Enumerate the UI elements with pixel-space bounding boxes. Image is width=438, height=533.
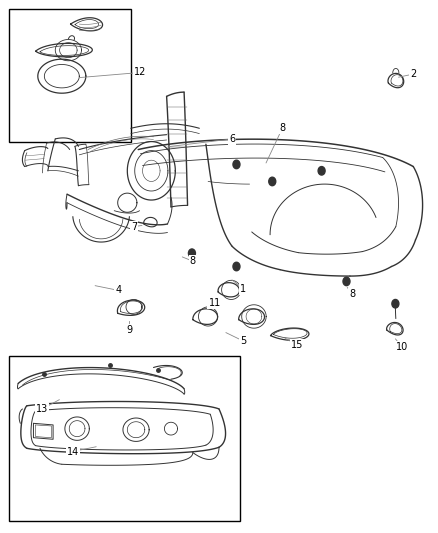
Text: 7: 7 [131, 222, 137, 232]
Text: 4: 4 [116, 286, 122, 295]
Circle shape [233, 160, 240, 168]
Text: 6: 6 [229, 134, 235, 144]
Circle shape [233, 262, 240, 271]
Text: 5: 5 [240, 336, 246, 346]
Bar [9, 356, 240, 521]
Text: 14: 14 [67, 447, 79, 456]
Text: 9: 9 [127, 325, 133, 335]
Text: 15: 15 [291, 340, 304, 350]
Text: 12: 12 [134, 68, 147, 77]
Text: 8: 8 [349, 289, 355, 299]
Text: 11: 11 [208, 297, 221, 308]
Circle shape [343, 277, 350, 286]
Circle shape [392, 300, 399, 308]
Text: 13: 13 [36, 404, 48, 414]
Circle shape [188, 249, 195, 257]
Circle shape [269, 177, 276, 185]
Text: 8: 8 [190, 256, 196, 266]
Circle shape [318, 166, 325, 175]
Text: 2: 2 [410, 69, 417, 79]
Bar [9, 9, 131, 142]
Text: 8: 8 [279, 123, 286, 133]
Text: 1: 1 [240, 284, 246, 294]
Text: 10: 10 [396, 342, 409, 352]
